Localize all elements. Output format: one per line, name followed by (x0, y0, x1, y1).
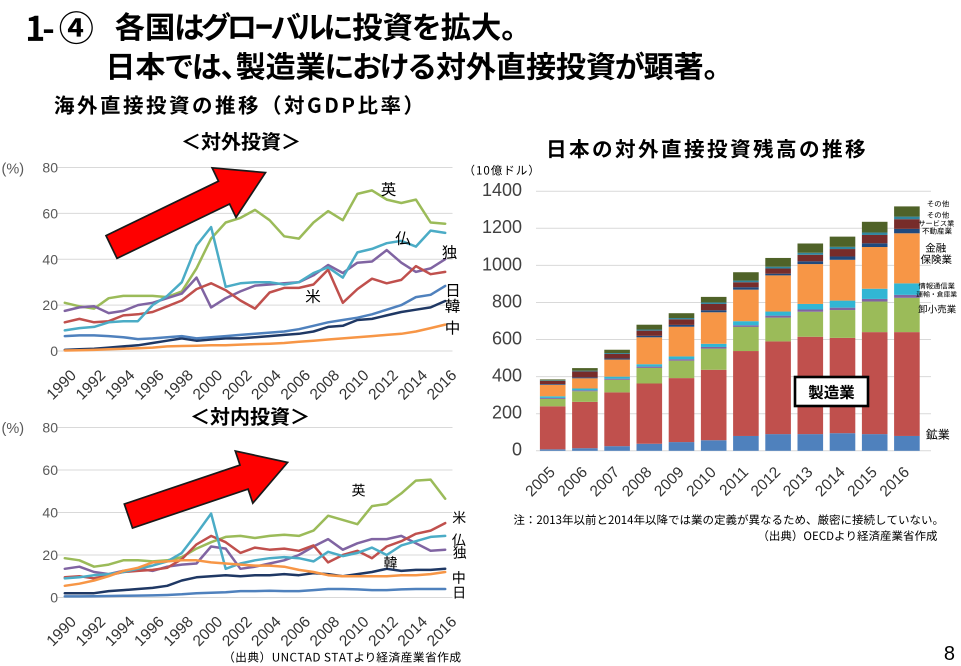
svg-text:1994: 1994 (102, 613, 139, 650)
svg-text:1400: 1400 (482, 180, 522, 200)
svg-text:80: 80 (42, 420, 58, 436)
svg-text:2006: 2006 (555, 464, 591, 500)
svg-text:1990: 1990 (44, 613, 81, 650)
svg-text:2014: 2014 (395, 367, 432, 404)
svg-text:8: 8 (944, 643, 955, 665)
svg-text:40: 40 (42, 251, 58, 267)
svg-text:2009: 2009 (651, 464, 687, 500)
svg-text:2004: 2004 (248, 367, 285, 404)
svg-text:0: 0 (512, 440, 522, 460)
svg-text:20: 20 (42, 547, 58, 563)
svg-text:1996: 1996 (131, 614, 167, 650)
svg-text:2005: 2005 (522, 464, 558, 500)
svg-text:1200: 1200 (482, 217, 522, 237)
svg-text:2016: 2016 (877, 464, 913, 500)
svg-text:2012: 2012 (748, 464, 784, 500)
svg-text:2012: 2012 (365, 614, 401, 650)
svg-text:1992: 1992 (73, 367, 109, 403)
svg-text:(%): (%) (2, 162, 25, 178)
svg-text:2002: 2002 (219, 614, 255, 650)
svg-text:(%): (%) (2, 421, 25, 437)
svg-text:2006: 2006 (278, 614, 314, 650)
svg-text:2014: 2014 (395, 613, 432, 650)
svg-text:20: 20 (42, 297, 58, 313)
svg-text:2011: 2011 (716, 464, 752, 500)
svg-text:2008: 2008 (307, 367, 343, 403)
svg-text:0: 0 (50, 590, 58, 606)
svg-text:2008: 2008 (619, 464, 655, 500)
svg-text:2010: 2010 (683, 464, 720, 501)
svg-text:200: 200 (492, 403, 522, 423)
svg-text:800: 800 (492, 291, 522, 311)
svg-text:2016: 2016 (424, 367, 460, 403)
svg-text:2010: 2010 (336, 367, 373, 404)
svg-text:80: 80 (42, 160, 58, 176)
svg-text:2015: 2015 (844, 464, 880, 500)
svg-text:1990: 1990 (44, 367, 81, 404)
svg-text:2012: 2012 (365, 367, 401, 403)
svg-text:2000: 2000 (190, 367, 227, 404)
svg-text:1992: 1992 (73, 614, 109, 650)
svg-text:2010: 2010 (336, 613, 373, 650)
svg-text:1994: 1994 (102, 367, 139, 404)
svg-text:600: 600 (492, 328, 522, 348)
svg-text:2004: 2004 (248, 613, 285, 650)
svg-text:2007: 2007 (587, 464, 623, 500)
svg-text:40: 40 (42, 505, 58, 521)
svg-text:60: 60 (42, 462, 58, 478)
svg-text:2016: 2016 (424, 614, 460, 650)
svg-text:2014: 2014 (812, 464, 849, 501)
svg-text:1996: 1996 (131, 367, 167, 403)
svg-text:2008: 2008 (307, 614, 343, 650)
svg-text:2002: 2002 (219, 367, 255, 403)
svg-text:1000: 1000 (482, 254, 522, 274)
svg-text:0: 0 (50, 343, 58, 359)
svg-text:2006: 2006 (278, 367, 314, 403)
svg-text:400: 400 (492, 366, 522, 386)
svg-text:2013: 2013 (780, 464, 816, 500)
svg-text:1998: 1998 (161, 367, 197, 403)
svg-text:60: 60 (42, 206, 58, 222)
svg-text:1998: 1998 (161, 614, 197, 650)
svg-text:2000: 2000 (190, 613, 227, 650)
